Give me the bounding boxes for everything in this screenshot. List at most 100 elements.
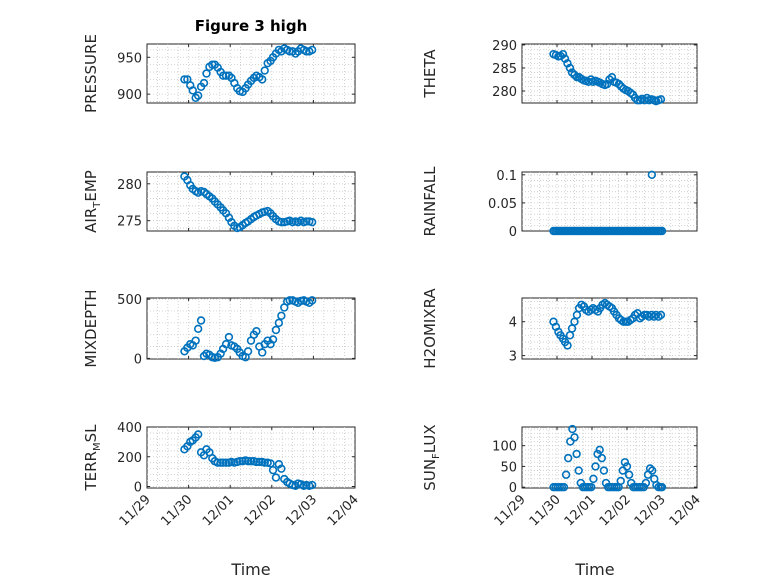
- data-point: [565, 63, 575, 73]
- data-point: [657, 226, 667, 236]
- data-point: [597, 453, 606, 463]
- axes-box: [146, 43, 356, 104]
- x-tick-label: 11/29: [117, 492, 154, 529]
- x-tick-label: 12/02: [597, 492, 634, 529]
- y-tick-label: 400: [117, 421, 142, 436]
- y-tick-label: 290: [492, 39, 517, 54]
- y-tick-label: 100: [492, 440, 517, 455]
- data-point: [258, 75, 267, 84]
- data-point: [559, 482, 569, 492]
- data-point: [243, 347, 253, 356]
- data-point: [589, 474, 598, 484]
- data-point: [216, 458, 225, 467]
- data-point: [180, 75, 189, 84]
- data-point: [218, 71, 228, 80]
- data-point: [567, 68, 577, 77]
- data-point: [274, 318, 284, 328]
- data-point: [307, 217, 317, 227]
- data-point: [593, 449, 602, 459]
- subplot-terr-msl: 11/29 11/30 12/01 12/02 12/03 12/04 0 200 400 TER…: [82, 421, 362, 529]
- data-point: [656, 310, 666, 320]
- y-tick-label: 4: [509, 316, 517, 331]
- subplot-rainfall: 0 0.05 0.1 RAINFALL: [421, 166, 698, 240]
- data-point: [277, 464, 286, 473]
- data-point: [605, 75, 614, 84]
- x-tick-label: 11/30: [527, 492, 564, 529]
- data-point: [622, 462, 632, 471]
- x-tick-label: 12/03: [632, 492, 669, 529]
- axes-box: [521, 43, 698, 104]
- x-tick-label: 12/03: [283, 492, 320, 529]
- y-tick-label: 3: [509, 350, 517, 365]
- data-point: [235, 457, 244, 466]
- data-point: [252, 326, 261, 336]
- data-point: [624, 470, 634, 479]
- y-tick-label: 0: [134, 352, 142, 367]
- data-point: [620, 458, 630, 467]
- y-axis-label: AIRTEMP: [82, 170, 103, 233]
- data-point: [191, 336, 200, 345]
- y-axis-label: THETA: [421, 49, 439, 99]
- y-tick-label: 280: [492, 85, 517, 100]
- figure-title: Figure 3 high: [195, 17, 308, 35]
- data-point: [561, 470, 571, 479]
- data-point: [626, 478, 636, 488]
- data-point: [213, 458, 222, 467]
- data-point: [307, 45, 317, 55]
- data-point: [271, 325, 281, 335]
- data-point: [614, 79, 624, 89]
- data-point: [595, 445, 604, 455]
- x-axis-label-left: Time: [230, 560, 270, 579]
- data-point: [260, 458, 269, 467]
- axes-box: [521, 171, 698, 232]
- axes-layer: 900 950 PRESSURE 280 285 290 THETA 275 280 AIRTEM…: [82, 34, 704, 529]
- x-tick-label: 12/02: [242, 492, 279, 529]
- y-axis-label: H2OMIXRA: [421, 288, 439, 369]
- y-axis-label: TERRMSL: [82, 424, 103, 492]
- data-point: [639, 482, 648, 492]
- y-tick-label: 500: [117, 293, 142, 308]
- x-tick-label: 11/30: [158, 492, 195, 529]
- data-point: [563, 341, 572, 350]
- x-tick-label: 12/01: [200, 492, 237, 529]
- data-point: [271, 473, 281, 482]
- data-point: [572, 449, 581, 459]
- y-axis-label: MIXDEPTH: [82, 289, 100, 367]
- data-point: [570, 433, 579, 442]
- y-tick-label: 285: [492, 62, 517, 77]
- data-point: [645, 464, 655, 473]
- data-point: [193, 324, 203, 333]
- data-point: [196, 316, 206, 325]
- x-tick-label: 12/04: [667, 492, 704, 529]
- y-tick-label: 900: [117, 88, 142, 103]
- data-point: [268, 335, 278, 344]
- y-tick-label: 275: [117, 215, 142, 230]
- data-point: [258, 348, 267, 357]
- data-point: [193, 430, 203, 439]
- x-tick-label: 11/29: [492, 492, 529, 529]
- data-point: [574, 466, 583, 475]
- y-axis-label: RAINFALL: [421, 166, 439, 237]
- subplot-pressure: 900 950 PRESSURE: [82, 34, 356, 113]
- data-point: [566, 437, 575, 446]
- data-point: [224, 332, 234, 342]
- y-tick-label: 0: [509, 225, 517, 240]
- data-point: [307, 480, 317, 490]
- data-point: [656, 95, 666, 104]
- data-point: [642, 93, 652, 103]
- y-axis-label: SUNFLUX: [421, 424, 442, 490]
- data-point: [268, 465, 278, 475]
- x-tick-label: 12/04: [325, 492, 362, 529]
- data-point: [616, 476, 625, 486]
- data-point: [607, 72, 617, 82]
- data-point: [599, 466, 609, 475]
- data-point: [277, 217, 286, 227]
- data-point: [199, 78, 209, 88]
- data-point: [576, 478, 585, 488]
- data-point: [221, 339, 231, 349]
- data-point: [586, 75, 596, 84]
- data-point: [647, 466, 657, 475]
- data-point: [302, 217, 311, 226]
- data-point: [255, 457, 264, 467]
- data-point: [252, 457, 261, 467]
